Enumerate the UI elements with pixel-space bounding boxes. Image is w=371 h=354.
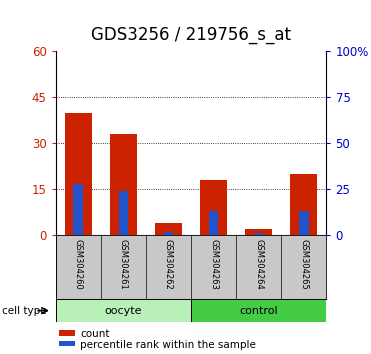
Bar [59, 341, 75, 347]
Bar [59, 330, 75, 336]
Text: GSM304262: GSM304262 [164, 239, 173, 289]
Bar [209, 211, 219, 235]
Bar [290, 174, 318, 235]
Text: GDS3256 / 219756_s_at: GDS3256 / 219756_s_at [91, 26, 291, 44]
Bar [254, 233, 263, 235]
Bar [65, 113, 92, 235]
Text: GSM304263: GSM304263 [209, 239, 218, 290]
Text: count: count [80, 329, 110, 339]
Bar [73, 184, 83, 235]
Text: cell type: cell type [2, 306, 46, 316]
Text: GSM304264: GSM304264 [254, 239, 263, 289]
Bar [164, 232, 173, 235]
Bar [245, 229, 272, 235]
Text: GSM304260: GSM304260 [74, 239, 83, 289]
Text: percentile rank within the sample: percentile rank within the sample [80, 339, 256, 350]
Bar [200, 180, 227, 235]
Bar [191, 299, 326, 322]
Bar [110, 134, 137, 235]
Text: GSM304261: GSM304261 [119, 239, 128, 289]
Text: control: control [239, 306, 278, 316]
Bar [119, 191, 128, 235]
Text: oocyte: oocyte [105, 306, 142, 316]
Bar [56, 299, 191, 322]
Bar [155, 223, 182, 235]
Text: GSM304265: GSM304265 [299, 239, 308, 289]
Bar [299, 211, 309, 235]
